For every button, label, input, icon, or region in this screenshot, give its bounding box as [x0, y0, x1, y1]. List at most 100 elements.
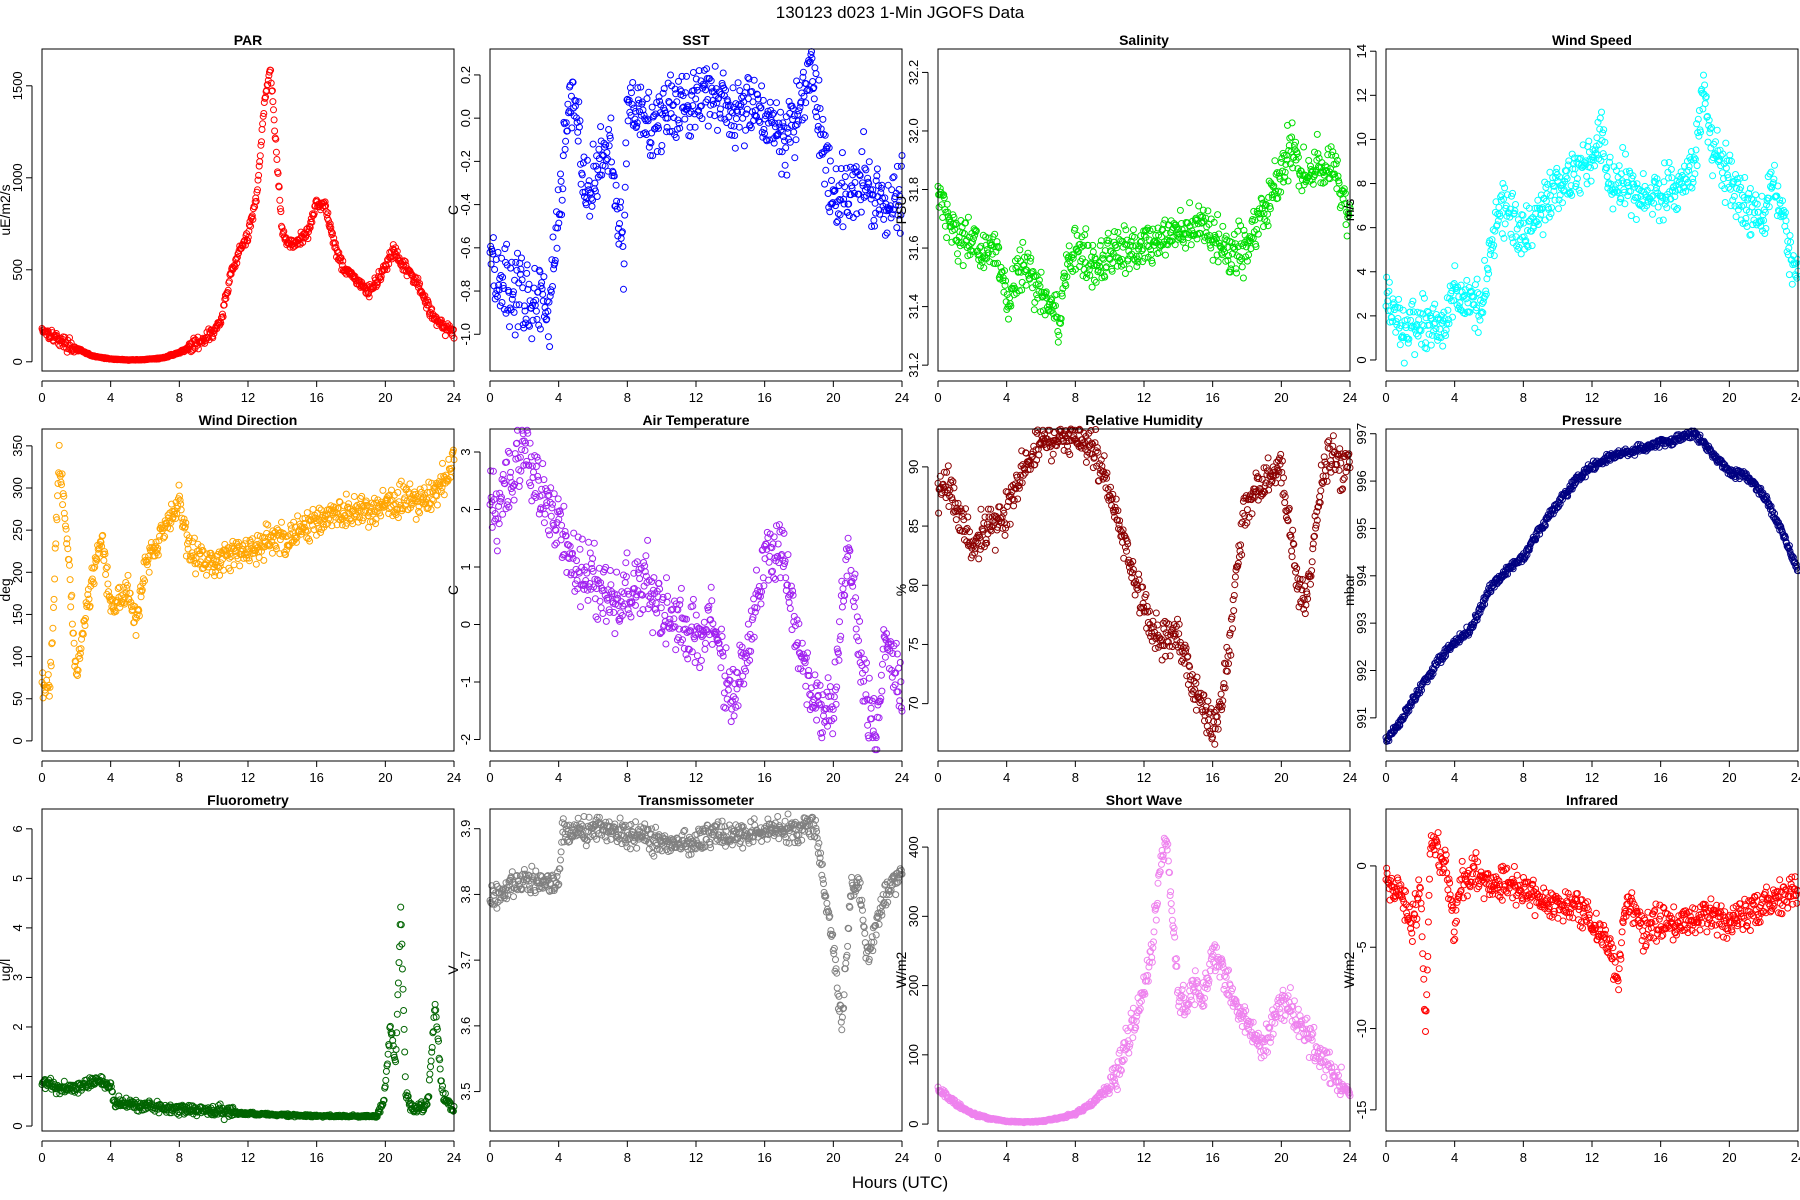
data-point — [630, 104, 638, 112]
data-point — [510, 496, 518, 504]
data-point — [1019, 238, 1027, 246]
data-point — [727, 718, 735, 726]
data-point — [586, 212, 594, 220]
y-tick-label: 1 — [458, 563, 473, 570]
data-point — [536, 325, 544, 333]
data-point — [757, 600, 765, 608]
data-point — [646, 138, 654, 146]
data-point — [510, 308, 518, 316]
data-point — [881, 653, 889, 661]
data-point — [831, 187, 839, 194]
data-point — [799, 68, 807, 76]
data-point — [565, 107, 573, 115]
data-point — [1048, 457, 1055, 465]
data-point — [577, 180, 585, 188]
data-point — [297, 228, 305, 236]
data-point — [1069, 254, 1077, 262]
data-point — [491, 266, 499, 273]
data-point — [784, 551, 792, 559]
data-point — [1271, 157, 1279, 165]
data-point — [585, 538, 593, 546]
y-tick-label: 300 — [10, 477, 25, 499]
data-point — [1026, 257, 1034, 265]
data-point — [692, 95, 700, 103]
data-point — [264, 81, 272, 89]
data-point — [424, 298, 432, 306]
data-point — [554, 495, 562, 503]
data-point — [883, 229, 891, 237]
x-tick-label: 4 — [1451, 390, 1458, 405]
data-point — [838, 149, 846, 157]
panel-title: SST — [682, 32, 710, 48]
data-point — [504, 306, 512, 314]
y-axis-label: C — [445, 585, 461, 595]
data-point — [784, 129, 792, 136]
data-point — [971, 231, 979, 239]
data-point — [326, 220, 334, 228]
data-point — [745, 75, 753, 83]
data-point — [599, 610, 607, 617]
data-point — [551, 259, 559, 267]
data-point — [589, 196, 597, 204]
data-point — [646, 152, 654, 159]
data-point — [613, 568, 621, 576]
data-point — [675, 77, 682, 85]
data-point — [791, 154, 799, 162]
data-point — [322, 208, 330, 215]
data-point — [867, 704, 875, 712]
x-tick-label: 8 — [176, 390, 183, 405]
data-point — [945, 503, 953, 510]
data-point — [590, 162, 598, 170]
data-point — [897, 162, 905, 170]
data-point — [1036, 282, 1044, 290]
data-point — [845, 212, 853, 220]
data-point — [1004, 303, 1012, 311]
data-point — [674, 116, 682, 124]
data-point — [813, 716, 821, 724]
data-point — [219, 313, 227, 321]
y-tick-label: 32.2 — [906, 60, 921, 85]
x-tick-label: 12 — [1137, 390, 1151, 405]
data-point — [768, 119, 776, 126]
data-point — [521, 447, 529, 454]
data-point — [605, 142, 613, 150]
data-point — [1389, 295, 1397, 303]
data-point — [786, 605, 794, 612]
data-point — [540, 273, 548, 281]
data-point — [1016, 246, 1024, 254]
data-point — [620, 285, 627, 293]
data-point — [536, 268, 544, 276]
data-point — [842, 190, 850, 198]
data-point — [652, 599, 660, 607]
data-point — [1553, 164, 1561, 172]
data-point — [769, 111, 776, 119]
x-tick-label: 20 — [1722, 390, 1736, 405]
data-point — [1060, 446, 1068, 454]
data-point — [689, 102, 697, 110]
data-point — [592, 162, 600, 170]
data-point — [722, 644, 730, 652]
data-point — [802, 682, 810, 690]
data-point — [753, 90, 761, 98]
data-point — [860, 128, 868, 136]
data-point — [687, 132, 695, 140]
data-point — [518, 276, 526, 284]
data-point — [267, 79, 275, 87]
y-tick-label: 0 — [10, 737, 25, 744]
data-point — [578, 171, 586, 179]
data-point — [546, 292, 554, 300]
data-point — [735, 101, 743, 109]
data-point — [1701, 100, 1709, 108]
data-point — [1019, 261, 1027, 269]
data-point — [825, 144, 833, 152]
data-point — [657, 604, 665, 612]
data-point — [243, 230, 251, 238]
data-point — [1104, 229, 1112, 237]
data-point — [716, 105, 724, 113]
data-point — [851, 570, 859, 578]
data-point — [960, 230, 968, 238]
data-point — [660, 85, 668, 93]
data-point — [505, 288, 513, 296]
